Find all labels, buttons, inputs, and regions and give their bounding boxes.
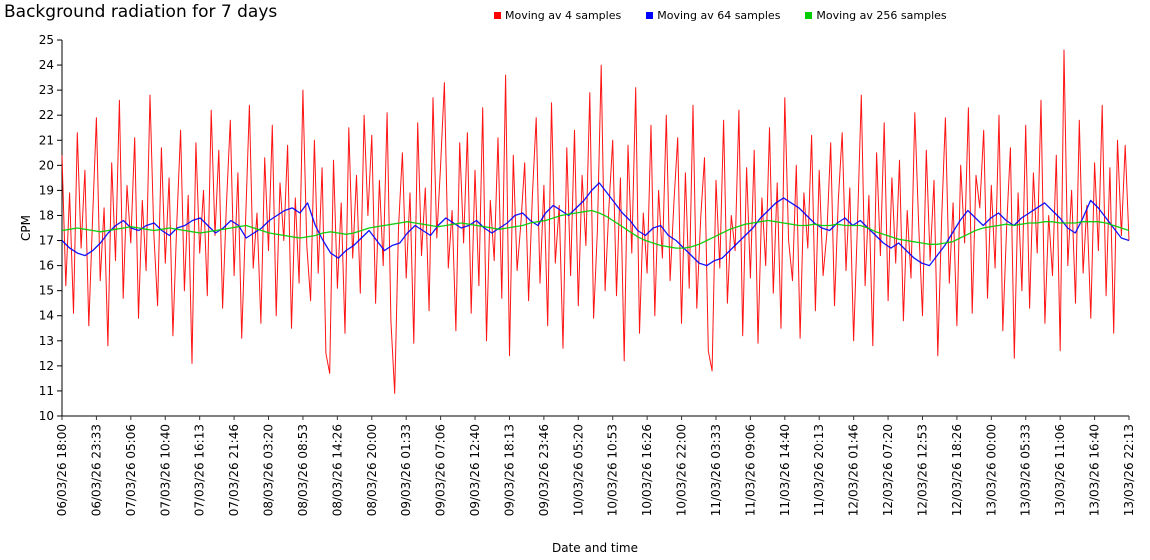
x-tick-label: 10/03/26 05:20 — [571, 424, 585, 516]
y-tick-label: 19 — [39, 183, 54, 197]
x-tick-label: 08/03/26 03:20 — [262, 424, 276, 516]
y-tick-label: 12 — [39, 359, 54, 373]
y-tick-label: 17 — [39, 234, 54, 248]
x-tick-label: 06/03/26 18:00 — [55, 424, 69, 516]
x-tick-label: 10/03/26 22:00 — [675, 424, 689, 516]
x-tick-label: 11/03/26 20:13 — [812, 424, 826, 516]
x-tick-label: 07/03/26 10:40 — [158, 424, 172, 516]
legend-swatch-icon — [646, 12, 654, 19]
y-tick-label: 15 — [39, 284, 54, 298]
legend-label: Moving av 4 samples — [505, 9, 622, 22]
x-tick-label: 11/03/26 09:06 — [743, 424, 757, 516]
x-tick-label: 12/03/26 18:26 — [950, 424, 964, 516]
x-tick-label: 13/03/26 22:13 — [1122, 424, 1136, 516]
legend-item-3: Moving av 256 samples — [805, 9, 947, 22]
legend-swatch-icon — [805, 12, 813, 19]
x-tick-label: 11/03/26 03:33 — [709, 424, 723, 516]
legend-swatch-icon — [494, 12, 501, 19]
legend-item-2: Moving av 64 samples — [646, 9, 780, 22]
y-tick-label: 14 — [39, 309, 54, 323]
x-tick-label: 12/03/26 12:53 — [915, 424, 929, 516]
y-tick-label: 16 — [39, 259, 54, 273]
y-axis-title: CPM — [19, 215, 33, 241]
y-tick-label: 10 — [39, 409, 54, 423]
x-tick-label: 13/03/26 11:06 — [1053, 424, 1067, 516]
x-tick-label: 13/03/26 16:40 — [1088, 424, 1102, 516]
x-tick-label: 12/03/26 01:46 — [847, 424, 861, 516]
series-moving-av-256-samples — [61, 209, 1130, 249]
x-tick-label: 09/03/26 18:13 — [502, 424, 516, 516]
x-tick-label: 09/03/26 12:40 — [468, 424, 482, 516]
y-tick-label: 25 — [39, 33, 54, 47]
x-tick-label: 07/03/26 21:46 — [227, 424, 241, 516]
x-tick-label: 08/03/26 14:26 — [330, 424, 344, 516]
x-tick-label: 08/03/26 20:00 — [365, 424, 379, 516]
y-tick-label: 20 — [39, 158, 54, 172]
y-tick-label: 13 — [39, 334, 54, 348]
x-tick-label: 11/03/26 14:40 — [778, 424, 792, 516]
x-tick-label: 12/03/26 07:20 — [881, 424, 895, 516]
series-moving-av-4-samples — [61, 49, 1130, 394]
y-tick-label: 24 — [39, 58, 54, 72]
x-axis-title: Date and time — [552, 541, 638, 555]
legend: Moving av 4 samples Moving av 64 samples M… — [494, 9, 947, 22]
legend-item-1: Moving av 4 samples — [494, 9, 621, 22]
series-moving-av-64-samples — [61, 182, 1130, 267]
x-tick-label: 10/03/26 16:26 — [640, 424, 654, 516]
x-tick-label: 13/03/26 00:00 — [984, 424, 998, 516]
x-tick-label: 08/03/26 08:53 — [296, 424, 310, 516]
chart-title: Background radiation for 7 days — [4, 2, 278, 22]
y-tick-label: 21 — [39, 133, 54, 147]
x-tick-label: 09/03/26 01:33 — [399, 424, 413, 516]
y-tick-label: 11 — [39, 384, 54, 398]
legend-label: Moving av 64 samples — [657, 9, 781, 22]
x-tick-label: 06/03/26 23:33 — [89, 424, 103, 516]
y-tick-label: 23 — [39, 83, 54, 97]
y-tick-label: 18 — [39, 208, 54, 222]
x-tick-label: 10/03/26 10:53 — [606, 424, 620, 516]
x-tick-label: 13/03/26 05:33 — [1019, 424, 1033, 516]
x-tick-label: 07/03/26 05:06 — [124, 424, 138, 516]
x-tick-label: 07/03/26 16:13 — [193, 424, 207, 516]
y-tick-label: 22 — [39, 108, 54, 122]
x-tick-label: 09/03/26 23:46 — [537, 424, 551, 516]
legend-label: Moving av 256 samples — [816, 9, 947, 22]
x-tick-label: 09/03/26 07:06 — [434, 424, 448, 516]
